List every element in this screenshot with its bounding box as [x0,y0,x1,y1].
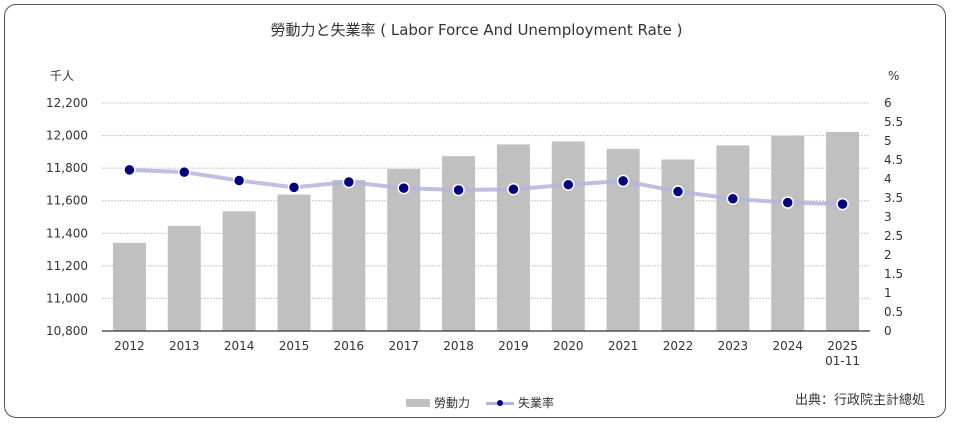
x-axis-label: 2021 [608,339,639,353]
x-axis-label: 2024 [772,339,803,353]
right-axis-tick: 3 [884,210,892,224]
left-axis-tick: 12,200 [46,96,88,110]
x-axis-label: 2025 [827,339,858,353]
bar-labor-force [332,180,366,331]
x-axis-label: 2020 [553,339,584,353]
right-axis-tick: 2.5 [884,229,903,243]
unemployment-marker [726,192,740,206]
bar-labor-force [442,156,476,331]
unemployment-line [129,167,843,207]
unemployment-marker [123,163,136,177]
x-axis-label: 2023 [718,339,749,353]
left-axis-tick: 11,600 [46,194,88,208]
legend-line-label: 失業率 [518,396,555,410]
bar-labor-force [387,168,421,331]
bar-labor-force [167,225,201,331]
bar-labor-force [112,242,146,331]
x-axis-label: 2013 [169,339,200,353]
right-axis-tick: 1 [884,286,892,300]
right-axis-tick: 4 [884,172,892,186]
left-axis-tick: 11,400 [46,226,88,240]
unemployment-marker [452,183,465,197]
right-axis-tick: 5 [884,134,892,148]
x-axis-label: 2015 [279,339,310,353]
x-axis-label: 2017 [388,339,419,353]
right-axis-tick: 0.5 [884,305,903,319]
legend-bar-swatch [406,398,430,407]
unemployment-marker [616,174,630,188]
left-axis-tick: 11,000 [46,291,88,305]
bar-labor-force [716,145,750,331]
source-note: 出典：行政院主計總処 [794,393,925,408]
unemployment-marker [397,181,410,195]
bar-labor-force [661,159,695,331]
left-axis-tick: 11,800 [46,161,88,175]
unemployment-marker [507,183,520,196]
unemployment-marker [287,181,301,194]
bar-labor-force [222,211,256,331]
right-axis-unit: % [888,69,900,83]
x-axis-label: 01-11 [825,354,860,368]
right-axis-tick: 5.5 [884,115,903,129]
left-axis-tick: 11,200 [46,259,88,273]
unemployment-marker [562,178,575,191]
right-axis-tick: 2 [884,248,892,262]
bar-labor-force [771,135,805,331]
unemployment-marker [178,165,191,179]
unemployment-marker [781,196,794,209]
right-axis-tick: 6 [884,96,892,110]
x-axis-label: 2012 [114,339,145,353]
chart-frame [4,4,946,418]
right-axis-tick: 3.5 [884,191,903,205]
right-axis-tick: 0 [884,324,892,338]
right-axis-tick: 1.5 [884,267,903,281]
bar-labor-force [826,131,860,331]
bar-labor-force [277,194,311,331]
x-axis-label: 2014 [224,339,255,353]
legend-line-swatch [486,398,515,408]
x-axis-label: 2018 [443,339,474,353]
legend: 勞動力 失業率 [406,394,554,411]
chart-title: 勞動力と失業率 ( Labor Force And Unemployment R… [270,21,683,39]
bar-labor-force [551,141,585,331]
unemployment-marker [836,197,849,211]
right-axis-tick: 4.5 [884,153,903,167]
bar-labor-force [496,144,530,331]
left-axis-tick: 12,000 [46,129,88,143]
legend-bar-label: 勞動力 [434,396,471,410]
x-axis-label: 2022 [663,339,694,353]
unemployment-marker [342,175,356,189]
unemployment-marker [671,185,685,198]
x-axis-label: 2016 [334,339,365,353]
x-axis-label: 2019 [498,339,529,353]
left-axis-unit: 千人 [50,69,75,83]
left-axis-tick: 10,800 [46,324,88,338]
unemployment-marker [232,174,246,187]
